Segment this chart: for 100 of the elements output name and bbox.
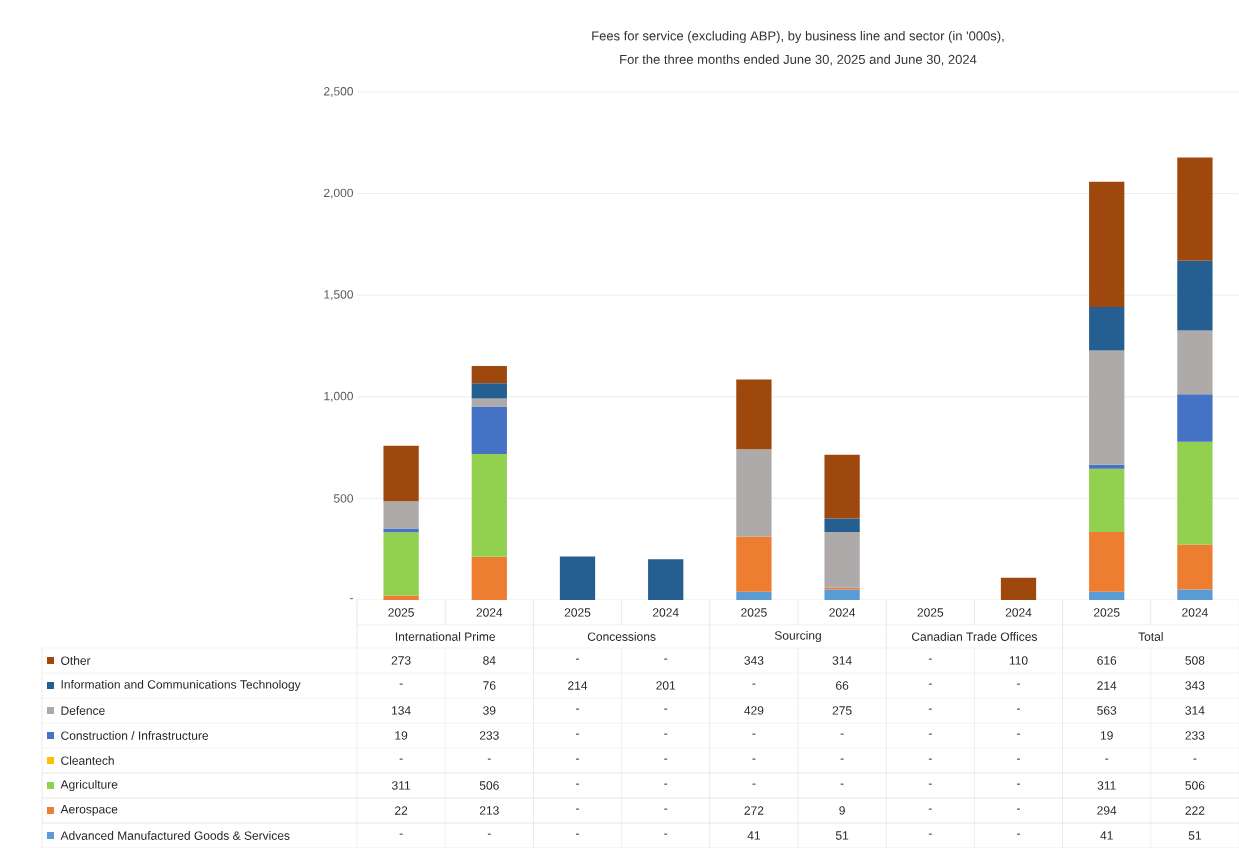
bar — [1177, 544, 1213, 590]
data-label: 39 — [483, 706, 496, 715]
legend-label: Aerospace — [60, 805, 118, 816]
bar — [1000, 577, 1037, 600]
data-label: 134 — [392, 706, 411, 715]
text: - — [928, 833, 932, 835]
data-label: 429 — [744, 706, 764, 715]
text: - — [487, 758, 491, 760]
data-label: 272 — [744, 806, 764, 815]
bar — [736, 449, 772, 537]
x-tick-label: 2024 — [829, 608, 856, 617]
bar — [824, 454, 860, 519]
text: - — [1017, 683, 1020, 685]
text: Total — [1138, 632, 1163, 641]
chart-subtitle: For the three months ended June 30, 2025 and June 30, 2024 — [620, 54, 977, 66]
x-tick-label: 2025 — [388, 608, 414, 617]
bar — [383, 528, 419, 533]
text: - — [399, 758, 403, 760]
text: - — [752, 758, 756, 760]
legend-label: Cleantech — [61, 756, 114, 765]
text: - — [399, 683, 403, 685]
text: - — [928, 708, 932, 710]
data-label: 84 — [483, 656, 496, 665]
x-tick-label: 2024 — [652, 608, 679, 617]
x-tick-label: 2025 — [741, 608, 767, 617]
x-tick-label: 2024 — [1182, 608, 1208, 617]
bar — [736, 536, 772, 592]
bar — [1089, 468, 1125, 532]
data-label: 41 — [747, 831, 760, 840]
bar — [824, 518, 860, 532]
bar — [1177, 157, 1213, 261]
text: Concessions — [587, 632, 656, 641]
bar — [1177, 394, 1213, 442]
bar — [471, 406, 507, 454]
data-label: 563 — [1097, 706, 1117, 715]
text: - — [576, 808, 579, 810]
data-label: 508 — [1185, 656, 1205, 665]
text: - — [752, 683, 756, 685]
x-tick-label: 2025 — [1093, 608, 1120, 617]
y-tick-label: - — [350, 598, 353, 600]
text: - — [1017, 733, 1020, 735]
bar — [648, 559, 684, 600]
text: - — [399, 833, 403, 835]
text: - — [576, 733, 579, 735]
text: - — [1017, 808, 1020, 810]
text: - — [840, 783, 844, 785]
y-tick-label: 1,000 — [324, 391, 354, 402]
bar — [824, 531, 860, 588]
text: - — [664, 733, 668, 735]
data-label: 311 — [392, 781, 411, 790]
text: - — [928, 758, 932, 760]
text: - — [928, 808, 932, 810]
text: - — [1017, 783, 1020, 785]
data-label: 616 — [1097, 656, 1117, 665]
data-label: 9 — [839, 806, 845, 815]
bar — [736, 591, 772, 600]
legend-label: Information and Communications Technology — [61, 679, 301, 692]
text: - — [928, 783, 932, 785]
data-label: 214 — [568, 681, 588, 690]
data-label: 51 — [1188, 831, 1201, 840]
data-label: 343 — [1185, 681, 1205, 690]
data-label: 110 — [1009, 656, 1028, 665]
bar — [471, 556, 507, 600]
data-label: 214 — [1097, 681, 1117, 690]
data-label: 213 — [479, 806, 499, 815]
text: - — [928, 683, 932, 685]
bar — [471, 453, 507, 557]
bar — [1177, 330, 1213, 395]
text: - — [576, 833, 579, 835]
bar — [559, 556, 596, 600]
data-label: 233 — [1185, 731, 1205, 740]
data-label: 19 — [395, 731, 408, 740]
text: - — [1105, 758, 1109, 760]
text: - — [1017, 708, 1020, 710]
text: - — [1017, 833, 1020, 835]
text: - — [928, 733, 932, 735]
data-label: 314 — [1185, 706, 1205, 715]
y-tick-label: 2,500 — [324, 87, 354, 97]
text: - — [840, 758, 844, 760]
chart-title: Fees for service (excluding ABP), by business line and sector (in '000s), — [592, 30, 1004, 44]
bar — [1089, 350, 1125, 465]
bar — [383, 501, 419, 529]
text: Sourcing — [774, 630, 821, 643]
bar — [471, 383, 507, 399]
data-label: 506 — [479, 781, 499, 790]
data-label: 275 — [832, 706, 852, 715]
text: - — [664, 658, 668, 660]
bar — [824, 589, 860, 600]
data-label: 222 — [1185, 806, 1205, 815]
text: - — [576, 658, 579, 660]
y-tick-label: 2,000 — [324, 188, 354, 199]
bar — [1089, 531, 1125, 592]
bar — [471, 366, 507, 384]
data-label: 233 — [479, 731, 499, 740]
text: - — [1193, 758, 1197, 760]
data-label: 41 — [1100, 831, 1113, 840]
text: - — [664, 808, 668, 810]
bar — [736, 379, 772, 450]
y-tick-label: 1,500 — [324, 290, 354, 301]
x-tick-label: 2025 — [917, 608, 944, 617]
